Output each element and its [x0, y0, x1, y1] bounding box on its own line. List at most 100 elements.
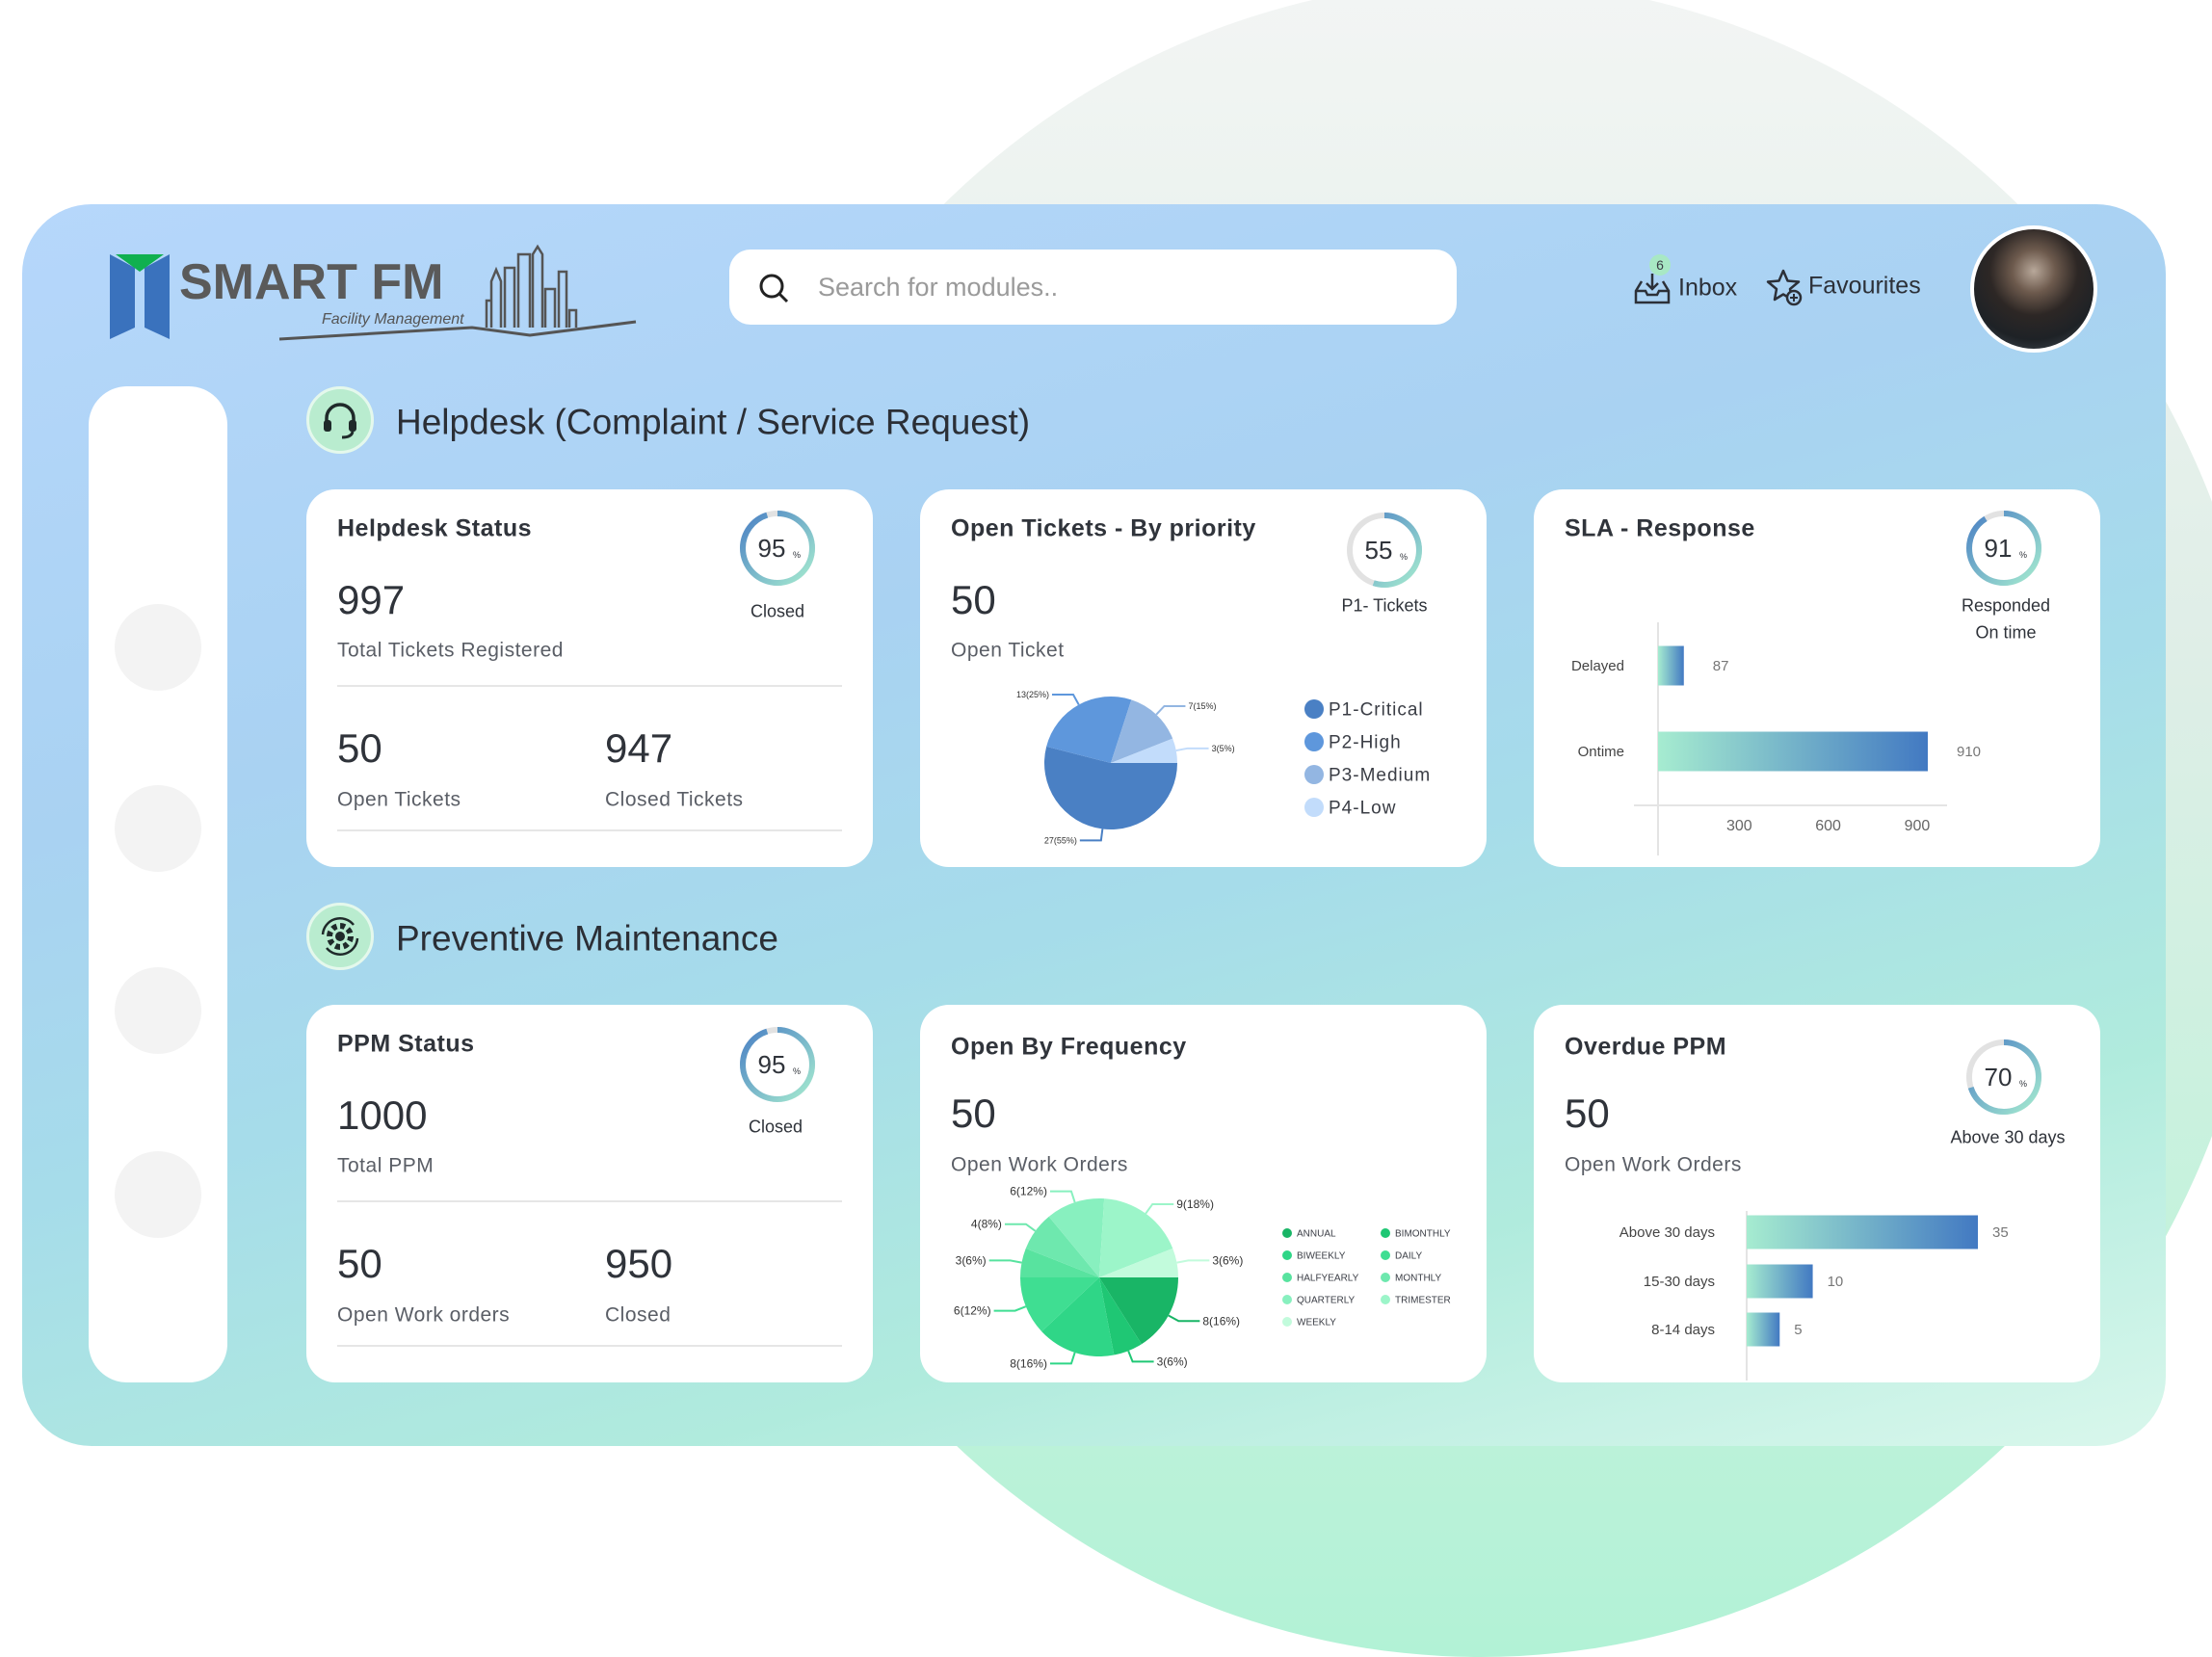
data-label: 6(12%) — [954, 1304, 991, 1318]
legend-marker — [1381, 1273, 1390, 1282]
overdue-bar-chart: Above 30 days 35 15-30 days 10 8-14 days 5 — [1620, 1211, 2009, 1381]
leader-line — [1004, 1223, 1037, 1232]
card-title: Helpdesk Status — [337, 514, 533, 542]
legend-marker — [1282, 1317, 1292, 1327]
open-tickets-value: 50 — [337, 725, 382, 771]
total-ppm-label: Total PPM — [337, 1154, 434, 1177]
divider — [337, 829, 842, 831]
card-title: Open By Frequency — [951, 1033, 1187, 1061]
card-title: Overdue PPM — [1565, 1033, 1727, 1061]
pie-slice-p1-critical — [1044, 746, 1177, 829]
legend-item: QUARTERLY — [1297, 1295, 1356, 1305]
helpdesk-status-card: Helpdesk Status 95% Closed 997 Total Tic… — [306, 489, 873, 867]
divider — [337, 1345, 842, 1347]
legend-item: BIWEEKLY — [1297, 1250, 1346, 1261]
data-label: 3(6%) — [1157, 1355, 1188, 1368]
leader-line — [1155, 704, 1186, 716]
data-label: 8(16%) — [1202, 1314, 1240, 1328]
pie-slice-quarterly — [1048, 1198, 1105, 1277]
sidebar-item-4[interactable] — [115, 1151, 201, 1238]
ppm-section-title: Preventive Maintenance — [396, 918, 778, 959]
value-label: 5 — [1794, 1322, 1802, 1338]
bar-15-30-days — [1747, 1264, 1813, 1299]
gauge-percent: % — [2019, 1079, 2027, 1089]
sla-response-card: SLA - Response 91% Responded On time Del… — [1534, 489, 2100, 867]
divider — [337, 685, 842, 687]
pie-slice-p4-low — [1111, 738, 1177, 763]
total-tickets-label: Total Tickets Registered — [337, 639, 564, 662]
inbox-button[interactable]: 6 Inbox — [1634, 254, 1740, 308]
legend-marker — [1381, 1295, 1390, 1304]
category-label: Ontime — [1578, 744, 1624, 760]
legend-marker — [1282, 1273, 1292, 1282]
gear-cycle-icon — [306, 903, 374, 970]
pie-slice-p3-medium — [1111, 699, 1173, 763]
favourites-label: Favourites — [1808, 272, 1921, 300]
value-label: 35 — [1992, 1224, 2009, 1241]
sidebar-item-1[interactable] — [115, 604, 201, 691]
card-title: PPM Status — [337, 1030, 475, 1058]
smart-fm-logo: SMART FM Facility Management — [110, 244, 637, 341]
legend-marker — [1304, 765, 1324, 784]
leader-line — [1049, 1190, 1076, 1203]
open-work-orders-value: 50 — [951, 1091, 996, 1136]
closed-value: 950 — [605, 1241, 673, 1286]
sidebar — [89, 386, 227, 1382]
open-ticket-label: Open Ticket — [951, 639, 1065, 662]
pie-slice-biweekly — [1041, 1277, 1115, 1356]
bar-ontime — [1658, 731, 1928, 772]
leader-line — [993, 1305, 1027, 1312]
legend-item: TRIMESTER — [1395, 1295, 1451, 1305]
sla-bar-chart: Delayed 87 Ontime 910 300 600 900 — [1571, 622, 1981, 855]
search-bar[interactable] — [729, 250, 1457, 325]
gauge-percent: % — [793, 1066, 801, 1076]
overdue-gauge: 70% — [1966, 1039, 2041, 1115]
p1-gauge: 55% — [1347, 513, 1422, 588]
search-icon — [759, 274, 789, 303]
data-label: 27(55%) — [1044, 835, 1077, 845]
legend-marker — [1381, 1250, 1390, 1260]
open-work-orders-value: 50 — [337, 1241, 382, 1286]
search-input[interactable] — [818, 250, 1435, 325]
pie-slice-bimonthly — [1099, 1277, 1142, 1355]
legend-item: P1-Critical — [1329, 699, 1424, 720]
legend-item: P2-High — [1329, 732, 1402, 752]
gauge-value: 91 — [1985, 534, 2013, 563]
data-label: 13(25%) — [1016, 690, 1049, 699]
helpdesk-section-title: Helpdesk (Complaint / Service Request) — [396, 402, 1031, 442]
logo-wordmark: SMART FM — [179, 254, 443, 310]
closed-tickets-value: 947 — [605, 725, 673, 771]
gauge-fill — [1347, 513, 1422, 588]
gauge-label: Closed — [748, 1117, 803, 1137]
value-label: 910 — [1957, 744, 1981, 760]
legend-marker — [1304, 798, 1324, 817]
sidebar-item-3[interactable] — [115, 967, 201, 1054]
pie-slice-halfyearly — [1020, 1248, 1099, 1277]
open-by-frequency-card: Open By Frequency 50 Open Work Orders 8(… — [920, 1005, 1487, 1382]
pie-slice-weekly — [1099, 1248, 1178, 1277]
total-ppm-value: 1000 — [337, 1092, 428, 1138]
open-work-orders-label: Open Work Orders — [951, 1153, 1128, 1176]
leader-line — [1051, 694, 1080, 706]
gauge-value: 70 — [1985, 1063, 2013, 1092]
pie-slice-p2-high — [1046, 697, 1132, 763]
sidebar-item-2[interactable] — [115, 785, 201, 872]
leader-line — [1175, 747, 1209, 752]
data-label: 3(6%) — [956, 1253, 987, 1267]
value-label: 87 — [1713, 658, 1729, 674]
pie-slice-daily — [1020, 1277, 1099, 1332]
inbox-label: Inbox — [1678, 274, 1738, 302]
value-label: 10 — [1828, 1274, 1844, 1290]
open-ticket-value: 50 — [951, 577, 996, 622]
data-label: 6(12%) — [1010, 1185, 1047, 1198]
gauge-fill — [740, 1027, 815, 1102]
pie-slice-monthly — [1025, 1216, 1099, 1277]
frequency-pie-chart: 8(16%) 3(6%) 8(16%) 6(12%) 3(6%) 4(8%) 6(12%) 9… — [954, 1185, 1451, 1371]
leader-line — [1145, 1202, 1174, 1215]
x-tick-label: 900 — [1905, 818, 1931, 834]
responded-gauge: 91% — [1966, 511, 2041, 586]
favourites-button[interactable]: Favourites — [1766, 260, 1930, 308]
gauge-percent: % — [793, 550, 801, 560]
legend-marker — [1282, 1228, 1292, 1238]
user-avatar[interactable] — [1970, 225, 2097, 353]
